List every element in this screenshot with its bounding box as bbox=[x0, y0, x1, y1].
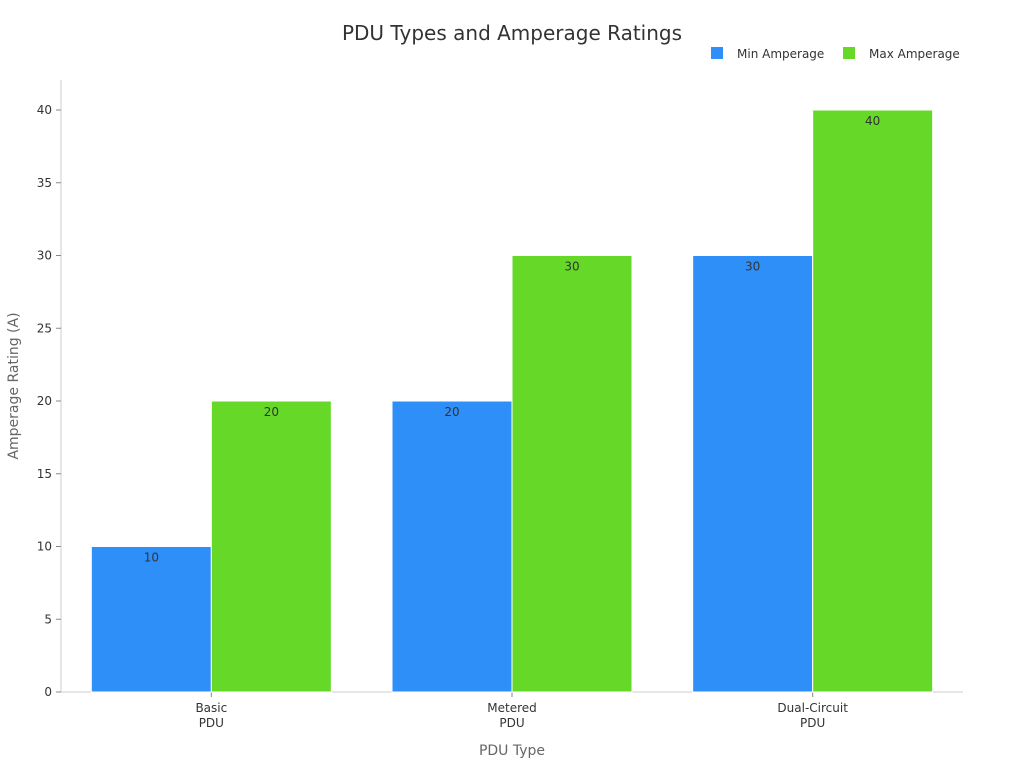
x-tick-label: Basic bbox=[195, 701, 227, 715]
y-tick-label: 20 bbox=[37, 394, 52, 408]
y-tick-label: 15 bbox=[37, 467, 52, 481]
bar-min-amperage bbox=[90, 546, 212, 693]
data-label: 40 bbox=[865, 114, 880, 128]
data-label: 30 bbox=[745, 260, 760, 274]
y-tick-label: 30 bbox=[37, 249, 52, 263]
y-tick-label: 0 bbox=[44, 685, 52, 699]
legend-swatch bbox=[711, 47, 723, 59]
y-tick-label: 25 bbox=[37, 321, 52, 335]
bar-min-amperage bbox=[692, 255, 814, 693]
x-tick-label: Dual-Circuit bbox=[777, 701, 848, 715]
y-tick-label: 5 bbox=[44, 612, 52, 626]
legend-swatch bbox=[843, 47, 855, 59]
bar-max-amperage bbox=[812, 109, 934, 693]
chart-title: PDU Types and Amperage Ratings bbox=[342, 21, 682, 45]
data-label: 30 bbox=[564, 260, 579, 274]
x-tick-label: Metered bbox=[487, 701, 537, 715]
y-tick-label: 10 bbox=[37, 540, 52, 554]
bar-max-amperage bbox=[210, 400, 332, 693]
x-axis-label: PDU Type bbox=[479, 743, 545, 759]
y-tick-label: 35 bbox=[37, 176, 52, 190]
data-label: 20 bbox=[264, 405, 279, 419]
legend-label: Min Amperage bbox=[737, 47, 824, 61]
x-tick-label: PDU bbox=[499, 716, 524, 730]
data-label: 20 bbox=[444, 405, 459, 419]
y-tick-label: 40 bbox=[37, 103, 52, 117]
legend-label: Max Amperage bbox=[869, 47, 960, 61]
x-tick-label: PDU bbox=[800, 716, 825, 730]
x-tick-label: PDU bbox=[199, 716, 224, 730]
bar-max-amperage bbox=[511, 255, 633, 693]
data-label: 10 bbox=[144, 551, 159, 565]
bar-min-amperage bbox=[391, 400, 513, 693]
y-axis-label: Amperage Rating (A) bbox=[6, 312, 22, 459]
